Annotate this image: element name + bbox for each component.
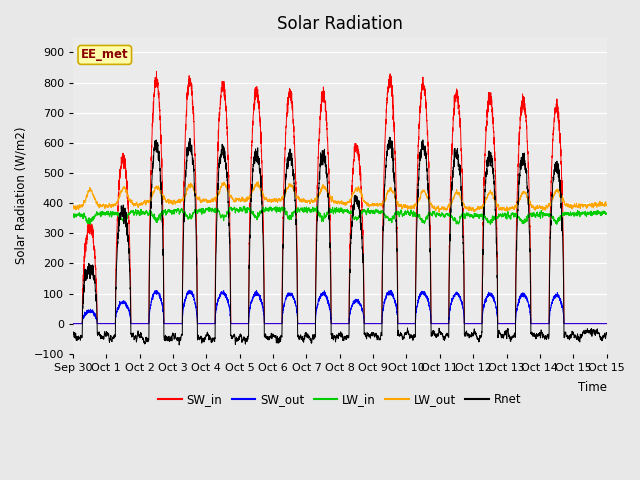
Rnet bbox=[360, 272, 367, 277]
SW_out bbox=[486, 292, 494, 298]
LW_in bbox=[180, 209, 188, 215]
Rnet bbox=[526, 258, 534, 264]
LW_in bbox=[603, 211, 611, 217]
SW_in bbox=[388, 92, 396, 97]
LW_in bbox=[486, 221, 494, 227]
LW_out bbox=[360, 198, 367, 204]
Legend: SW_in, SW_out, LW_in, LW_out, Rnet: SW_in, SW_out, LW_in, LW_out, Rnet bbox=[154, 389, 526, 411]
LW_in bbox=[388, 217, 396, 223]
SW_out bbox=[513, 310, 520, 315]
SW_in bbox=[526, 223, 534, 229]
SW_in bbox=[360, 255, 367, 261]
SW_out bbox=[360, 313, 367, 319]
Line: SW_in: SW_in bbox=[73, 72, 607, 324]
SW_in bbox=[180, 179, 188, 185]
Line: Rnet: Rnet bbox=[73, 137, 607, 345]
SW_in bbox=[486, 99, 494, 105]
LW_in bbox=[486, 221, 494, 227]
Rnet bbox=[486, 163, 494, 169]
SW_out bbox=[186, 287, 193, 293]
LW_in bbox=[526, 211, 534, 216]
LW_out bbox=[388, 188, 396, 194]
LW_in bbox=[69, 213, 77, 219]
SW_out bbox=[69, 321, 77, 326]
Rnet bbox=[175, 342, 183, 348]
SW_out bbox=[180, 305, 188, 311]
LW_out bbox=[254, 179, 262, 185]
LW_out bbox=[513, 205, 520, 211]
SW_in bbox=[69, 321, 77, 326]
Rnet bbox=[513, 247, 520, 252]
SW_out bbox=[526, 309, 534, 315]
Rnet bbox=[385, 134, 393, 140]
LW_out bbox=[486, 188, 494, 193]
Title: Solar Radiation: Solar Radiation bbox=[277, 15, 403, 33]
Line: LW_in: LW_in bbox=[73, 206, 607, 224]
SW_out bbox=[388, 292, 396, 298]
LW_in bbox=[240, 204, 248, 209]
SW_in bbox=[603, 321, 611, 326]
Line: LW_out: LW_out bbox=[73, 182, 607, 212]
LW_out bbox=[180, 197, 188, 203]
LW_in bbox=[360, 207, 367, 213]
LW_out bbox=[435, 209, 443, 215]
SW_out bbox=[603, 321, 611, 326]
LW_out bbox=[69, 206, 77, 212]
Text: EE_met: EE_met bbox=[81, 48, 129, 61]
LW_out bbox=[526, 198, 534, 204]
Line: SW_out: SW_out bbox=[73, 290, 607, 324]
Rnet bbox=[180, 211, 188, 216]
Rnet bbox=[69, 329, 77, 335]
SW_in bbox=[513, 234, 520, 240]
Rnet bbox=[388, 145, 396, 151]
Rnet bbox=[603, 331, 611, 337]
LW_in bbox=[513, 212, 520, 217]
SW_in bbox=[152, 69, 160, 74]
Y-axis label: Solar Radiation (W/m2): Solar Radiation (W/m2) bbox=[15, 127, 28, 264]
X-axis label: Time: Time bbox=[578, 381, 607, 394]
LW_out bbox=[603, 202, 611, 208]
